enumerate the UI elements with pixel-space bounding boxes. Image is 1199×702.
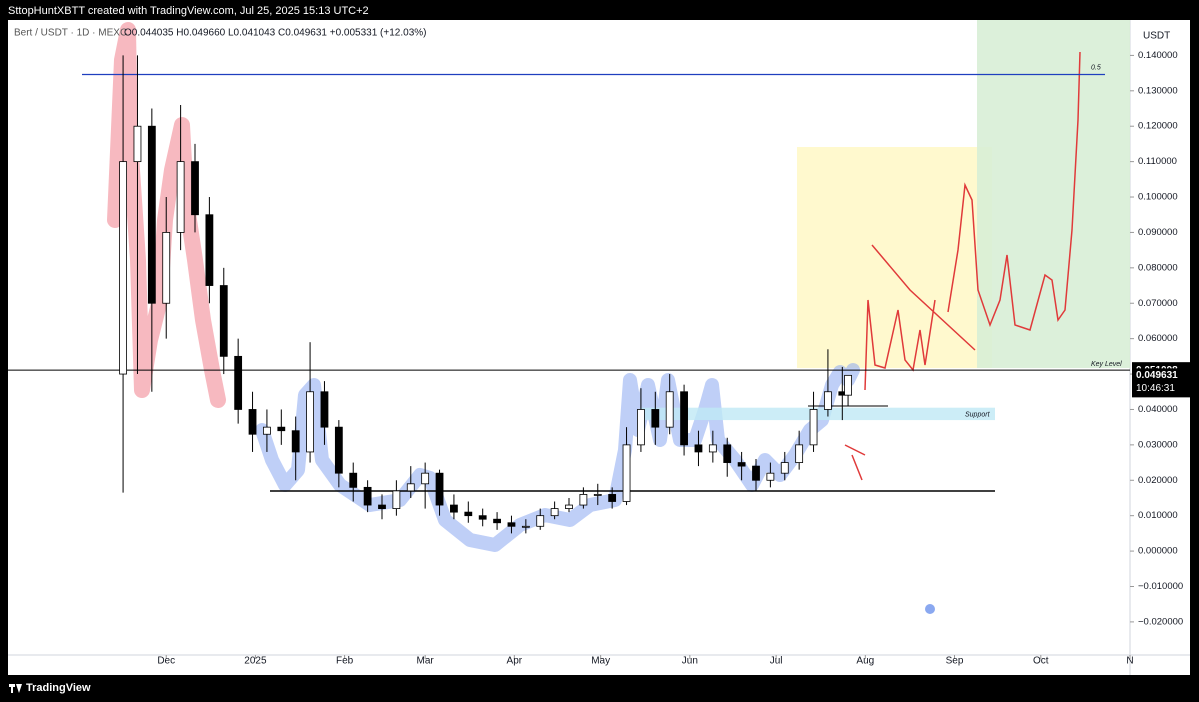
currency: USDT bbox=[1143, 31, 1170, 42]
candle-body bbox=[550, 508, 559, 517]
x-tick-label: Dec bbox=[157, 656, 175, 667]
candle-body bbox=[363, 486, 372, 506]
candle-body bbox=[176, 161, 185, 233]
y-tick-label: −0.020000 bbox=[1138, 616, 1183, 627]
x-tick-label: Sep bbox=[946, 656, 964, 667]
candle-body bbox=[737, 462, 746, 467]
x-tick-label: Mar bbox=[417, 656, 435, 667]
candle-body bbox=[306, 391, 314, 453]
last-price: 0.049631 bbox=[1136, 370, 1178, 381]
support-zone bbox=[640, 407, 995, 421]
drawings bbox=[107, 20, 1130, 614]
y-tick-label: 0.070000 bbox=[1138, 298, 1178, 309]
candle-body bbox=[637, 409, 645, 446]
candle-body bbox=[406, 483, 415, 492]
support-label: Support bbox=[965, 412, 991, 419]
candle-body bbox=[622, 444, 631, 502]
ohlc-legend: O0.044035 H0.049660 L0.041043 C0.049631 … bbox=[124, 28, 426, 39]
fib-label: 0.5 bbox=[1091, 64, 1101, 71]
y-tick-label: −0.010000 bbox=[1138, 581, 1183, 592]
symbol: Bert / USDT · 1D · MEXC bbox=[14, 28, 127, 39]
brand: TradingView bbox=[26, 682, 91, 694]
x-tick-label: Jul bbox=[770, 656, 783, 667]
y-tick-label: 0.010000 bbox=[1138, 510, 1178, 521]
brand-logo bbox=[9, 684, 22, 693]
candle-body bbox=[536, 515, 545, 527]
candle-body bbox=[320, 391, 329, 428]
candle-body bbox=[277, 426, 286, 432]
candle-body bbox=[579, 494, 588, 506]
last-price-tag bbox=[1132, 368, 1190, 398]
candle-body bbox=[162, 232, 171, 304]
candle-body bbox=[493, 518, 501, 524]
candle-body bbox=[435, 472, 444, 506]
candle-body bbox=[694, 444, 703, 453]
profit-box bbox=[977, 20, 1130, 368]
candle-body bbox=[507, 522, 516, 527]
candle-body bbox=[248, 409, 257, 435]
candle-body bbox=[263, 426, 271, 435]
candle-body bbox=[219, 285, 228, 357]
candle-body bbox=[665, 391, 674, 428]
key-level-label: Key Level bbox=[1091, 361, 1122, 368]
candle-body bbox=[795, 444, 804, 463]
candle-body bbox=[593, 494, 602, 496]
countdown: 10:46:31 bbox=[1136, 383, 1175, 394]
y-tick-label: 0.100000 bbox=[1138, 192, 1178, 203]
candle-body bbox=[844, 374, 852, 396]
candle-body bbox=[378, 504, 386, 509]
candle-body bbox=[421, 472, 430, 485]
candle-body bbox=[608, 494, 617, 502]
projection bbox=[844, 51, 1081, 481]
credit: SttopHuntXBTT created with TradingView.c… bbox=[8, 5, 369, 17]
candle-body bbox=[349, 472, 358, 488]
y-tick-label: 0.060000 bbox=[1138, 333, 1178, 344]
y-tick-label: 0.030000 bbox=[1138, 439, 1178, 450]
candle-body bbox=[708, 444, 717, 453]
y-tick-label: 0.140000 bbox=[1138, 50, 1178, 61]
y-tick-label: 0.090000 bbox=[1138, 227, 1178, 238]
candle-body bbox=[147, 125, 156, 304]
x-tick-label: May bbox=[591, 656, 610, 667]
candle-body bbox=[478, 515, 487, 520]
candle-body bbox=[809, 409, 818, 446]
candle-body bbox=[651, 409, 660, 428]
candle-body bbox=[334, 426, 343, 474]
candle-body bbox=[680, 391, 688, 446]
y-tick-label: 0.130000 bbox=[1138, 85, 1178, 96]
y-tick-label: 0.110000 bbox=[1138, 156, 1177, 167]
x-tick-label: Jun bbox=[682, 656, 698, 667]
candle-body bbox=[119, 161, 127, 375]
candle-body bbox=[392, 490, 401, 509]
y-tick-label: 0.040000 bbox=[1138, 404, 1178, 415]
y-tick-label: 0.020000 bbox=[1138, 475, 1178, 486]
candle-body bbox=[565, 504, 573, 509]
candle-body bbox=[824, 391, 832, 410]
candle-body bbox=[521, 525, 530, 528]
candle-body bbox=[450, 504, 458, 513]
dot bbox=[925, 604, 935, 614]
target-box bbox=[797, 147, 992, 368]
x-tick-label: Oct bbox=[1033, 656, 1049, 667]
candle-body bbox=[291, 430, 300, 453]
candle-body bbox=[464, 511, 473, 517]
candles bbox=[119, 55, 852, 534]
candle-body bbox=[723, 444, 732, 463]
candle-body bbox=[191, 161, 199, 216]
y-tick-label: 0.120000 bbox=[1138, 121, 1178, 132]
x-tick-label: N bbox=[1126, 656, 1133, 667]
candle-body bbox=[780, 462, 789, 474]
x-tick-label: Apr bbox=[507, 656, 523, 667]
y-tick-label: 0.000000 bbox=[1138, 546, 1178, 557]
candle-body bbox=[766, 472, 775, 481]
candle-body bbox=[234, 355, 243, 410]
candle-body bbox=[752, 465, 760, 481]
x-tick-label: Feb bbox=[336, 656, 354, 667]
candle-body bbox=[133, 125, 142, 163]
y-tick-label: 0.080000 bbox=[1138, 262, 1178, 273]
x-tick-label: Aug bbox=[856, 656, 874, 667]
candle-body bbox=[205, 214, 214, 286]
x-tick-label: 2025 bbox=[244, 656, 267, 667]
